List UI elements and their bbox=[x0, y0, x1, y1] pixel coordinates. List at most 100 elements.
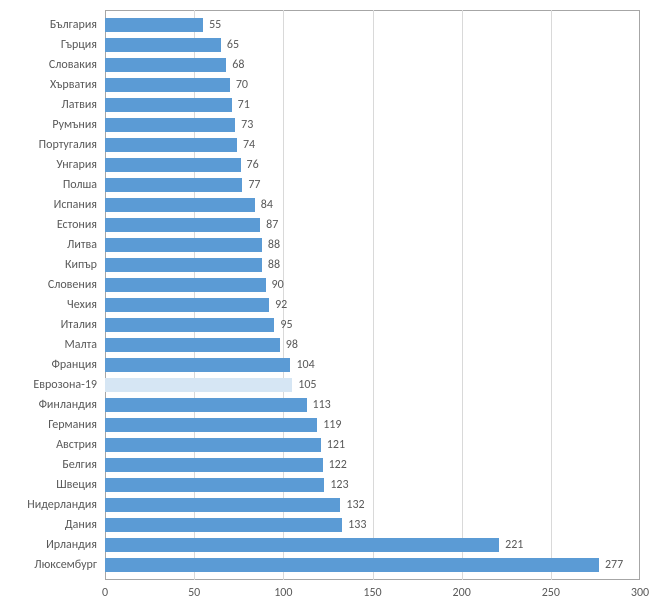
bar-rect bbox=[105, 78, 230, 92]
value-label: 121 bbox=[327, 438, 345, 452]
x-tick-label: 300 bbox=[631, 586, 649, 600]
category-label: Ирландия bbox=[0, 538, 97, 552]
category-label: Швеция bbox=[0, 478, 97, 492]
bar-rect bbox=[105, 338, 280, 352]
x-tick-label: 150 bbox=[363, 586, 381, 600]
gridline bbox=[373, 10, 374, 580]
bar-rect bbox=[105, 458, 323, 472]
bar bbox=[105, 518, 342, 532]
bar-rect bbox=[105, 258, 262, 272]
x-tick-label: 250 bbox=[542, 586, 560, 600]
bar bbox=[105, 558, 599, 572]
value-label: 132 bbox=[346, 498, 364, 512]
bar-rect bbox=[105, 98, 232, 112]
category-label: Кипър bbox=[0, 258, 97, 272]
category-label: Франция bbox=[0, 358, 97, 372]
value-label: 73 bbox=[241, 118, 253, 132]
bar bbox=[105, 58, 226, 72]
category-label: Белгия bbox=[0, 458, 97, 472]
value-label: 68 bbox=[232, 58, 244, 72]
category-label: Унгария bbox=[0, 158, 97, 172]
bar bbox=[105, 178, 242, 192]
bar bbox=[105, 218, 260, 232]
value-label: 113 bbox=[313, 398, 331, 412]
value-label: 104 bbox=[296, 358, 314, 372]
bar-rect bbox=[105, 418, 317, 432]
value-label: 77 bbox=[248, 178, 260, 192]
bar bbox=[105, 478, 324, 492]
category-label: Литва bbox=[0, 238, 97, 252]
bar-chart: 050100150200250300България55Гърция65Слов… bbox=[0, 0, 650, 608]
bar bbox=[105, 538, 499, 552]
bar bbox=[105, 338, 280, 352]
bar bbox=[105, 498, 340, 512]
category-label: Италия bbox=[0, 318, 97, 332]
value-label: 277 bbox=[605, 558, 623, 572]
value-label: 65 bbox=[227, 38, 239, 52]
category-label: Германия bbox=[0, 418, 97, 432]
bar-rect bbox=[105, 358, 290, 372]
bar bbox=[105, 238, 262, 252]
value-label: 70 bbox=[236, 78, 248, 92]
bar-rect bbox=[105, 118, 235, 132]
value-label: 123 bbox=[330, 478, 348, 492]
category-label: Гърция bbox=[0, 38, 97, 52]
bar-rect bbox=[105, 178, 242, 192]
category-label: Финландия bbox=[0, 398, 97, 412]
gridline bbox=[194, 10, 195, 580]
bar-rect bbox=[105, 198, 255, 212]
bar bbox=[105, 278, 266, 292]
bar bbox=[105, 118, 235, 132]
category-label: Полша bbox=[0, 178, 97, 192]
bar-rect bbox=[105, 278, 266, 292]
bar bbox=[105, 78, 230, 92]
value-label: 105 bbox=[298, 378, 316, 392]
bar-rect bbox=[105, 438, 321, 452]
value-label: 55 bbox=[209, 18, 221, 32]
bar bbox=[105, 198, 255, 212]
bar-rect bbox=[105, 298, 269, 312]
bar-rect bbox=[105, 158, 241, 172]
bar bbox=[105, 378, 292, 392]
gridline bbox=[283, 10, 284, 580]
bar-rect bbox=[105, 318, 274, 332]
bar bbox=[105, 398, 307, 412]
category-label: Малта bbox=[0, 338, 97, 352]
bar bbox=[105, 358, 290, 372]
value-label: 90 bbox=[272, 278, 284, 292]
category-label: Австрия bbox=[0, 438, 97, 452]
category-label: Испания bbox=[0, 198, 97, 212]
category-label: Латвия bbox=[0, 98, 97, 112]
bar-rect bbox=[105, 518, 342, 532]
value-label: 76 bbox=[247, 158, 259, 172]
bar-rect bbox=[105, 138, 237, 152]
bar bbox=[105, 258, 262, 272]
bar-rect bbox=[105, 18, 203, 32]
bar-rect bbox=[105, 38, 221, 52]
value-label: 122 bbox=[329, 458, 347, 472]
bar-rect bbox=[105, 558, 599, 572]
category-label: Нидерландия bbox=[0, 498, 97, 512]
category-label: Люксембург bbox=[0, 558, 97, 572]
gridline bbox=[462, 10, 463, 580]
x-tick-label: 0 bbox=[102, 586, 108, 600]
bar-rect bbox=[105, 498, 340, 512]
value-label: 88 bbox=[268, 258, 280, 272]
x-tick-label: 50 bbox=[188, 586, 200, 600]
value-label: 98 bbox=[286, 338, 298, 352]
bar-rect bbox=[105, 478, 324, 492]
bar-rect bbox=[105, 398, 307, 412]
gridline bbox=[551, 10, 552, 580]
value-label: 133 bbox=[348, 518, 366, 532]
bar bbox=[105, 458, 323, 472]
x-tick-label: 200 bbox=[453, 586, 471, 600]
value-label: 87 bbox=[266, 218, 278, 232]
bar bbox=[105, 158, 241, 172]
bar-rect bbox=[105, 538, 499, 552]
category-label: Словакия bbox=[0, 58, 97, 72]
bar bbox=[105, 18, 203, 32]
bar-rect bbox=[105, 238, 262, 252]
value-label: 221 bbox=[505, 538, 523, 552]
category-label: Еврозона-19 bbox=[0, 378, 97, 392]
bar bbox=[105, 298, 269, 312]
